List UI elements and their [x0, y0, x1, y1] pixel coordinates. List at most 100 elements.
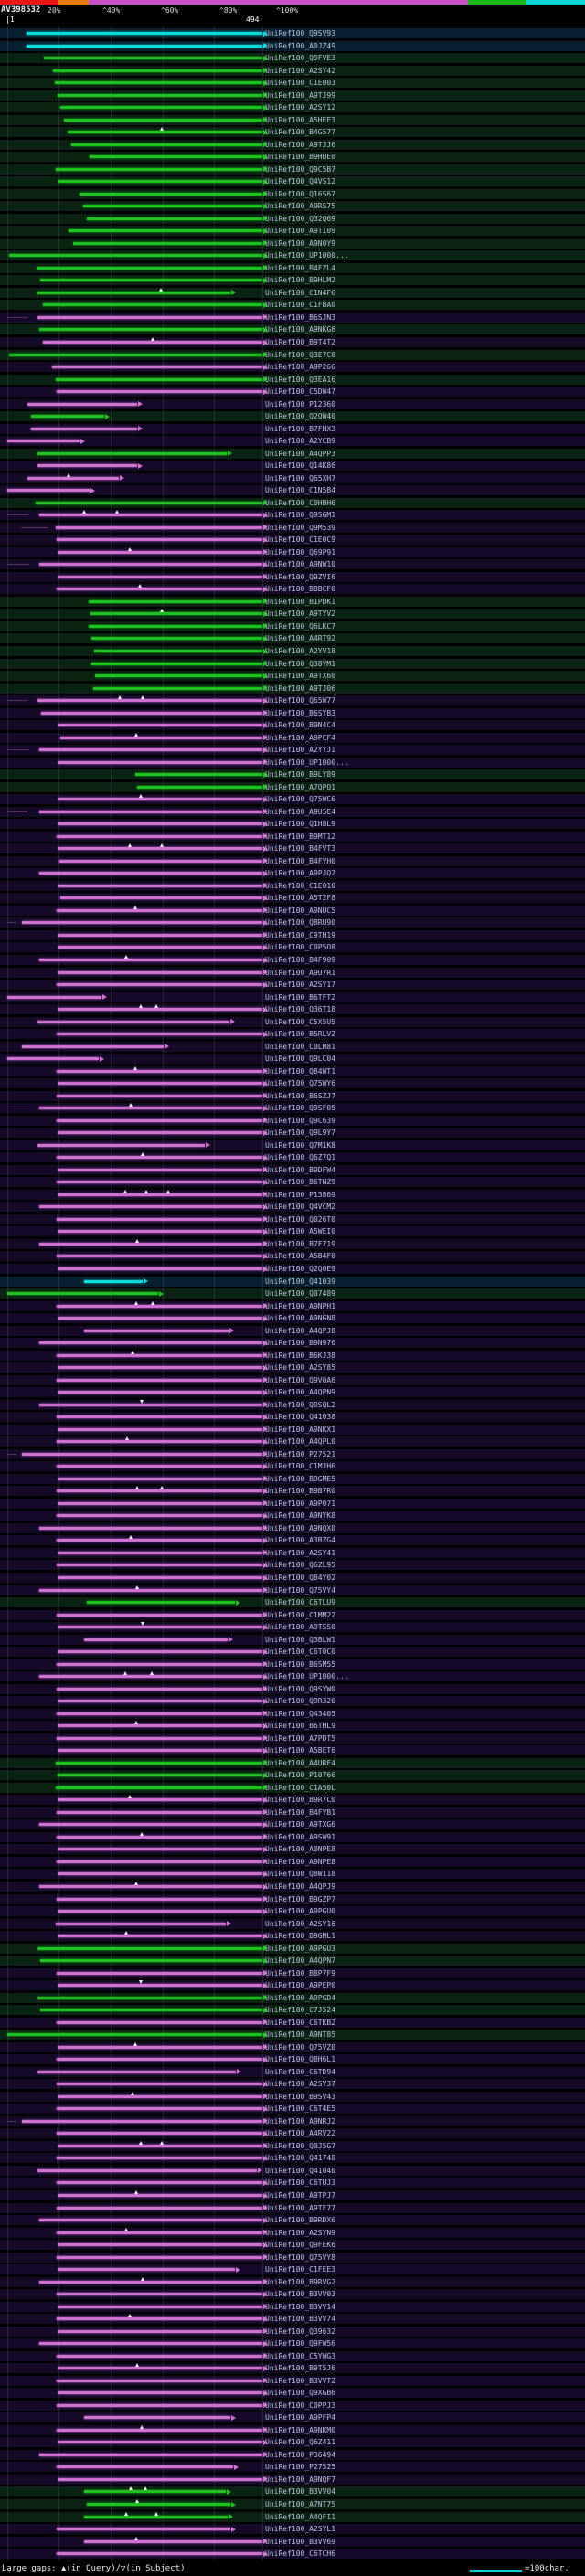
hit-label[interactable]: UniRef100_B7F719: [265, 1239, 336, 1248]
hit-label[interactable]: UniRef100_A9RS75: [265, 202, 336, 211]
hit-label[interactable]: UniRef100_Q41039: [265, 1277, 336, 1286]
hit-label[interactable]: UniRef100_B6THL9: [265, 1722, 336, 1731]
hit-bar[interactable]: [38, 328, 263, 332]
hit-bar[interactable]: [56, 2206, 263, 2210]
hit-label[interactable]: UniRef100_A9NRJ2: [265, 2116, 336, 2125]
hit-bar[interactable]: [7, 1292, 158, 1296]
hit-bar[interactable]: [22, 1452, 263, 1456]
hit-label[interactable]: UniRef100_Q75VZ0: [265, 2042, 336, 2051]
hit-label[interactable]: UniRef100_Q6Z7Q1: [265, 1153, 336, 1162]
hit-label[interactable]: UniRef100_Q4VS12: [265, 177, 336, 186]
hit-bar[interactable]: [58, 1317, 263, 1320]
hit-bar[interactable]: [22, 921, 263, 925]
hit-bar[interactable]: [55, 81, 263, 85]
hit-label[interactable]: UniRef100_A2SYN9: [265, 2228, 336, 2237]
hit-bar[interactable]: [38, 2342, 263, 2346]
hit-label[interactable]: UniRef100_B6SZJ7: [265, 1091, 336, 1100]
hit-label[interactable]: UniRef100_A2SY12: [265, 103, 336, 112]
hit-label[interactable]: UniRef100_P27521: [265, 1449, 336, 1458]
hit-label[interactable]: UniRef100_A2SY37: [265, 2080, 336, 2089]
hit-bar[interactable]: [38, 1675, 263, 1679]
hit-bar[interactable]: [58, 1700, 263, 1703]
hit-label[interactable]: UniRef100_A9NPH1: [265, 1301, 336, 1310]
hit-label[interactable]: UniRef100_C7J524: [265, 2006, 336, 2015]
hit-bar[interactable]: [56, 2354, 263, 2358]
hit-bar[interactable]: [30, 415, 104, 419]
hit-label[interactable]: UniRef100_A9TJ06: [265, 684, 336, 693]
hit-label[interactable]: UniRef100_A9NQF7: [265, 2475, 336, 2484]
hit-label[interactable]: UniRef100_Q9M539: [265, 523, 336, 532]
hit-label[interactable]: UniRef100_A4QFI1: [265, 2512, 336, 2521]
hit-bar[interactable]: [37, 266, 263, 270]
hit-label[interactable]: UniRef100_A9NPE8: [265, 1857, 336, 1866]
hit-label[interactable]: UniRef100_Q9LC04: [265, 1055, 336, 1064]
hit-bar[interactable]: [39, 279, 263, 282]
hit-bar[interactable]: [56, 1465, 263, 1468]
hit-label[interactable]: UniRef100_B3VV14: [265, 2302, 336, 2311]
hit-label[interactable]: UniRef100_A2SY17: [265, 981, 336, 990]
hit-label[interactable]: UniRef100_Q2QW40: [265, 412, 336, 421]
hit-label[interactable]: UniRef100_Q6Z411: [265, 2438, 336, 2447]
hit-bar[interactable]: [58, 2441, 263, 2444]
hit-bar[interactable]: [90, 155, 263, 159]
hit-label[interactable]: UniRef100_B9GZP7: [265, 1894, 336, 1903]
hit-bar[interactable]: [37, 2168, 257, 2172]
hit-label[interactable]: UniRef100_A0NPE8: [265, 1845, 336, 1854]
hit-label[interactable]: UniRef100_P12360: [265, 399, 336, 408]
hit-label[interactable]: UniRef100_C1E010: [265, 881, 336, 890]
hit-label[interactable]: UniRef100_B3VVT2: [265, 2376, 336, 2385]
hit-bar[interactable]: [56, 2317, 263, 2321]
hit-bar[interactable]: [37, 2070, 236, 2073]
hit-label[interactable]: UniRef100_B9R7C0: [265, 1796, 336, 1805]
hit-label[interactable]: UniRef100_B3VV69: [265, 2537, 336, 2546]
hit-label[interactable]: UniRef100_B9RDX6: [265, 2216, 336, 2225]
hit-bar[interactable]: [94, 674, 263, 678]
hit-label[interactable]: UniRef100_A2YYJ1: [265, 746, 336, 755]
hit-bar[interactable]: [58, 1501, 263, 1505]
hit-label[interactable]: UniRef100_Q1H8L9: [265, 820, 336, 829]
hit-bar[interactable]: [58, 1848, 263, 1851]
hit-label[interactable]: UniRef100_A5HEE3: [265, 115, 336, 124]
hit-bar[interactable]: [58, 724, 263, 727]
hit-bar[interactable]: [91, 662, 263, 665]
hit-label[interactable]: UniRef100_P36494: [265, 2450, 336, 2459]
hit-bar[interactable]: [38, 1242, 263, 1246]
hit-label[interactable]: UniRef100_Q38YM1: [265, 659, 336, 668]
hit-bar[interactable]: [56, 908, 263, 912]
hit-bar[interactable]: [58, 933, 263, 937]
hit-bar[interactable]: [84, 2490, 226, 2494]
hit-bar[interactable]: [52, 366, 263, 369]
hit-label[interactable]: UniRef100_B6SYB3: [265, 708, 336, 717]
hit-label[interactable]: UniRef100_C6TLU9: [265, 1598, 336, 1607]
hit-label[interactable]: UniRef100_A9TF77: [265, 2203, 336, 2212]
hit-bar[interactable]: [56, 1353, 263, 1357]
hit-label[interactable]: UniRef100_Q9ZVI6: [265, 572, 336, 581]
hit-label[interactable]: UniRef100_Q39632: [265, 2327, 336, 2336]
hit-bar[interactable]: [84, 2539, 263, 2543]
hit-bar[interactable]: [56, 1712, 263, 1715]
hit-label[interactable]: UniRef100_B9HUE0: [265, 153, 336, 162]
hit-bar[interactable]: [56, 2157, 263, 2160]
hit-bar[interactable]: [56, 1539, 263, 1542]
hit-label[interactable]: UniRef100_C1FEE3: [265, 2265, 336, 2274]
hit-label[interactable]: UniRef100_A5BET6: [265, 1746, 336, 1755]
hit-bar[interactable]: [56, 588, 263, 591]
hit-bar[interactable]: [69, 229, 263, 233]
hit-label[interactable]: UniRef100_A9N0Y9: [265, 239, 336, 248]
hit-label[interactable]: UniRef100_Q9SV93: [265, 29, 336, 37]
hit-bar[interactable]: [56, 1181, 263, 1184]
hit-bar[interactable]: [60, 896, 263, 900]
hit-bar[interactable]: [56, 2020, 263, 2024]
hit-label[interactable]: UniRef100_A9NKX1: [265, 1425, 336, 1434]
hit-label[interactable]: UniRef100_B9MT12: [265, 832, 336, 841]
hit-label[interactable]: UniRef100_A9NGN8: [265, 1314, 336, 1323]
hit-label[interactable]: UniRef100_Q43405: [265, 1709, 336, 1718]
hit-bar[interactable]: [58, 1626, 263, 1629]
hit-bar[interactable]: [58, 760, 263, 764]
hit-bar[interactable]: [38, 2280, 263, 2284]
hit-label[interactable]: UniRef100_B1PDK1: [265, 597, 336, 606]
hit-bar[interactable]: [58, 1551, 263, 1554]
hit-bar[interactable]: [58, 798, 263, 801]
hit-bar[interactable]: [56, 1217, 263, 1221]
hit-bar[interactable]: [56, 1378, 263, 1382]
